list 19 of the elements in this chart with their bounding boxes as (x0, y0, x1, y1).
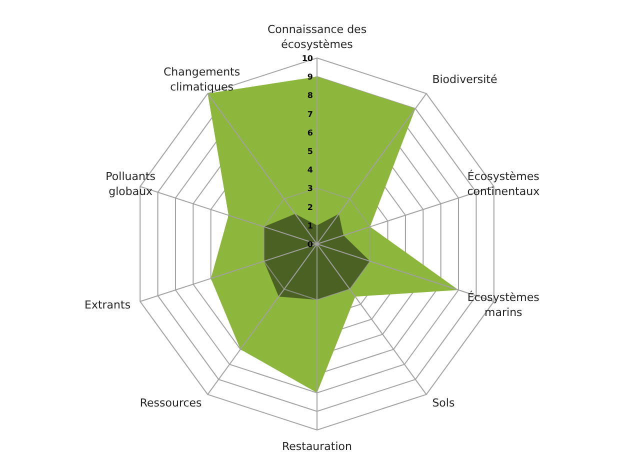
y-tick-label: 1 (307, 221, 314, 230)
spoke-label: Écosystèmes continentaux (467, 168, 540, 198)
spoke-label: Écosystèmes marins (467, 290, 540, 320)
y-tick-label: 10 (302, 54, 314, 63)
spoke-label: Extrants (84, 298, 131, 312)
y-tick-label: 7 (307, 110, 313, 119)
spoke-label: Polluants globaux (106, 170, 156, 198)
spoke-label: Restauration (282, 440, 352, 453)
y-tick-label: 8 (307, 91, 314, 100)
y-tick-label: 3 (307, 184, 313, 194)
spoke-label: Sols (432, 396, 455, 410)
y-tick-label: 6 (307, 128, 314, 138)
y-tick-label: 4 (307, 166, 314, 175)
spoke-label: Connaissance des écosystèmes (267, 23, 367, 51)
spoke-label: Biodiversité (432, 72, 498, 86)
spoke-label: Changements climatiques (163, 65, 240, 94)
y-tick-label: 5 (307, 147, 314, 156)
spoke-label: Ressources (140, 396, 202, 410)
y-tick-label: 2 (307, 202, 313, 212)
